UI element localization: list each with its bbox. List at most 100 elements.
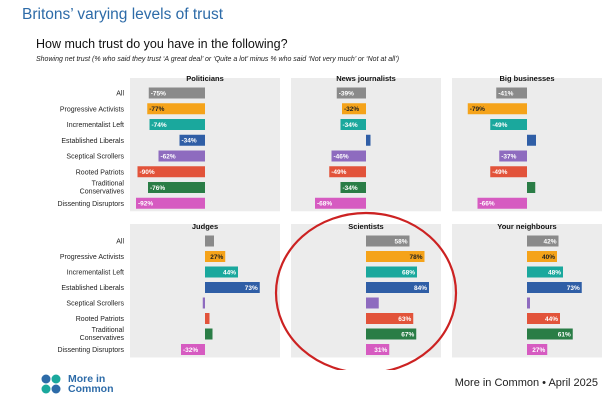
bar [148,87,205,99]
bar [366,282,429,293]
bar [527,134,536,146]
data-label: -62% [161,153,176,160]
bar [205,251,226,262]
category-label: Incrementalist Left [67,270,124,277]
bar [148,182,205,193]
data-label: -79% [470,106,485,113]
data-label: 63% [398,316,411,323]
panel-title: Judges [192,222,218,231]
category-label: Established Liberals [61,285,124,292]
bar [467,103,527,115]
category-label: Established Liberals [61,138,124,145]
data-label: -46% [334,153,349,160]
bar [366,235,410,247]
bar [205,328,213,340]
bar [205,235,214,247]
data-label: -49% [492,122,507,129]
bar [527,328,573,340]
bar [366,328,417,340]
bar [179,134,205,146]
category-label: Dissenting Disruptors [57,347,124,354]
bar [137,166,205,178]
panel-title: News journalists [336,74,396,83]
bar [136,197,205,209]
bar [329,166,366,178]
bar [336,87,366,99]
bar [527,313,560,324]
data-label: -32% [183,347,198,354]
data-label: -68% [317,201,332,208]
category-label: Sceptical Scrollers [66,301,124,308]
data-label: 78% [409,254,422,261]
bar [366,313,414,324]
data-label: -77% [149,106,164,113]
panel-title: Big businesses [499,74,554,83]
data-label: 61% [558,331,571,338]
chart-question: How much trust do you have in the follow… [36,37,288,51]
bar [340,119,366,130]
data-label: 40% [542,254,555,261]
data-label: 31% [374,347,387,354]
data-label: 44% [545,316,558,323]
bar [366,266,417,278]
data-label: -75% [151,90,166,97]
data-label: 58% [394,238,407,245]
bar [181,344,205,355]
more-in-common-logo: More in Common [40,373,114,395]
bar [202,297,205,309]
data-label: -34% [343,122,358,129]
category-label: Traditional Conservatives [80,181,125,196]
data-label: -90% [140,169,155,176]
logo-line-2: Common [68,383,114,395]
data-label: 48% [548,269,561,276]
category-label: Progressive Activists [60,106,125,113]
logo-mark-icon [41,374,61,394]
bar [527,344,548,355]
footer-credit: More in Common • April 2025 [454,377,598,389]
category-label: Dissenting Disruptors [57,201,124,208]
bar [205,282,260,293]
bar [496,87,527,99]
category-label: Rooted Patriots [76,169,125,176]
data-label: -49% [492,169,507,176]
chart-title: Britons’ varying levels of trust [22,6,224,23]
bar [366,134,371,146]
panel-title: Politicians [186,74,224,83]
bar [331,150,366,162]
data-label: -34% [182,138,197,145]
data-label: -74% [152,122,167,129]
panel-title: Your neighbours [497,222,556,231]
data-label: 67% [401,331,414,338]
bar [315,197,366,209]
bar [477,197,527,209]
bar [366,297,379,309]
bar [490,119,527,130]
bar [147,103,205,115]
category-label: Rooted Patriots [76,316,125,323]
data-label: 42% [543,238,556,245]
category-label: Traditional Conservatives [80,327,125,342]
data-label: 68% [402,269,415,276]
bar [527,266,563,278]
data-label: 73% [245,285,258,292]
data-label: 73% [567,285,580,292]
bar [527,235,559,247]
bar [527,297,530,309]
data-label: -66% [480,201,495,208]
category-label: All [116,91,124,98]
highlight-circle [274,211,458,370]
data-label: -76% [150,185,165,192]
category-label: Incrementalist Left [67,122,124,129]
bar [490,166,527,178]
data-label: 84% [414,285,427,292]
bar [499,150,527,162]
bar [205,313,210,324]
category-label: All [116,239,124,246]
data-label: -49% [331,169,346,176]
category-label: Progressive Activists [60,254,125,261]
category-label: Sceptical Scrollers [66,154,124,161]
bar [340,182,366,193]
logo-line-1: More in [68,373,106,385]
bar [527,182,536,193]
bar [158,150,205,162]
